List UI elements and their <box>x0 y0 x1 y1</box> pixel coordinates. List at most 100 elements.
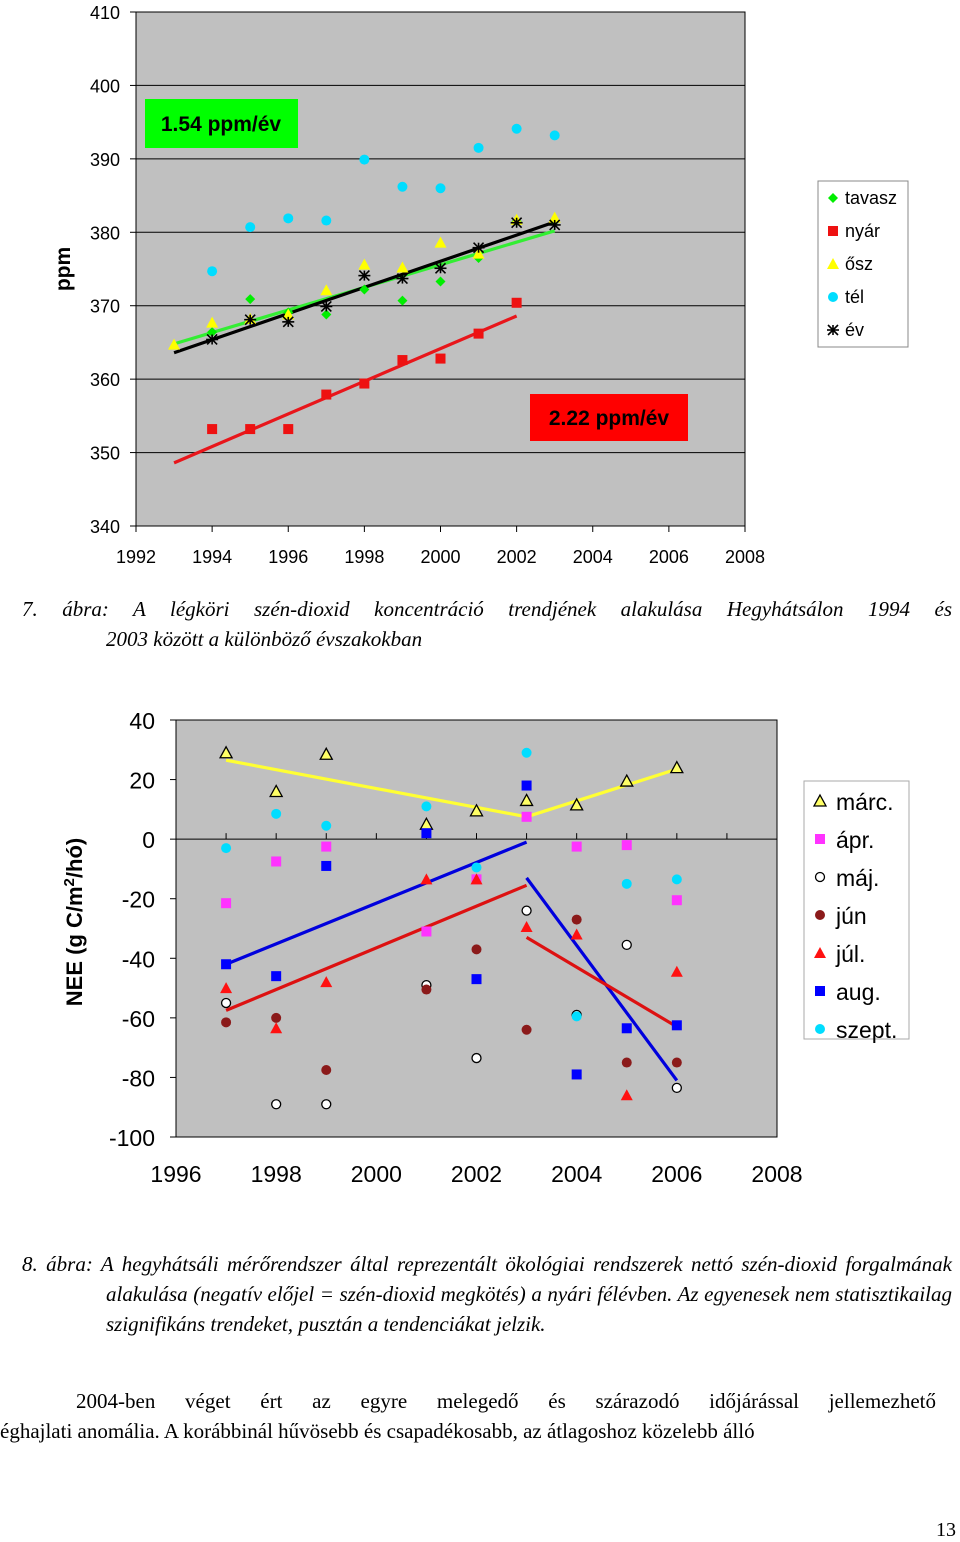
data-point <box>671 1057 682 1068</box>
legend-label: jún <box>835 903 867 929</box>
legend-label: máj. <box>836 865 879 891</box>
x-tick-label: 2004 <box>573 547 613 567</box>
data-point <box>521 905 532 916</box>
data-point <box>473 328 484 339</box>
x-tick-label: 1998 <box>344 547 384 567</box>
data-point <box>245 222 256 233</box>
data-point <box>469 803 484 817</box>
data-point <box>619 773 634 787</box>
data-point <box>571 841 582 852</box>
data-point <box>569 797 584 811</box>
legend-label: márc. <box>836 789 894 815</box>
data-point <box>571 1069 582 1080</box>
data-point <box>321 309 332 320</box>
data-point <box>397 355 408 366</box>
y-tick-label: -40 <box>122 946 155 972</box>
legend-marker <box>814 871 826 883</box>
x-tick-label: 2008 <box>751 1161 802 1187</box>
data-point <box>548 219 561 231</box>
data-point <box>320 284 333 296</box>
data-point <box>168 338 181 350</box>
data-point <box>359 154 370 165</box>
data-point <box>283 213 294 224</box>
data-point <box>220 982 233 994</box>
data-point <box>421 984 432 995</box>
annotation-label: 1.54 ppm/év <box>161 113 282 136</box>
y-tick-label: 40 <box>129 708 155 734</box>
x-tick-label: 2002 <box>451 1161 502 1187</box>
x-tick-label: 2006 <box>649 547 689 567</box>
data-point <box>621 939 632 951</box>
data-point <box>397 295 408 306</box>
data-point <box>471 862 482 873</box>
annotation-box <box>530 394 688 441</box>
data-point <box>434 262 447 274</box>
legend-label: tél <box>845 287 864 307</box>
data-point <box>521 780 532 791</box>
data-point <box>671 1020 682 1031</box>
body-line-1: 2004-ben véget ért az egyre melegedő és … <box>76 1389 936 1413</box>
data-point <box>548 211 561 223</box>
x-tick-label: 1996 <box>268 547 308 567</box>
x-tick-label: 2006 <box>651 1161 702 1187</box>
data-point <box>470 873 483 885</box>
trendline <box>225 883 528 1012</box>
figure-7-caption-line2: 2003 között a különböző évszakokban <box>106 627 423 651</box>
legend-marker <box>828 193 838 203</box>
data-point <box>221 843 232 854</box>
y-tick-label: 400 <box>90 76 120 96</box>
legend-marker <box>815 910 825 920</box>
data-point <box>571 914 582 925</box>
y-tick-label: 360 <box>90 370 120 390</box>
data-point <box>521 811 532 822</box>
data-point <box>396 272 409 285</box>
data-point <box>207 424 218 435</box>
data-point <box>670 965 683 977</box>
data-point <box>206 333 219 346</box>
x-tick-label: 2002 <box>497 547 537 567</box>
y-tick-label: -80 <box>122 1065 155 1091</box>
y-axis-title: ppm <box>52 247 75 291</box>
data-point <box>206 316 219 328</box>
legend-label: aug. <box>836 979 881 1005</box>
legend-label: nyár <box>845 221 880 241</box>
x-tick-label: 2000 <box>420 547 460 567</box>
legend-marker <box>827 324 839 336</box>
data-point <box>471 974 482 985</box>
data-point <box>621 840 632 851</box>
x-tick-label: 1998 <box>251 1161 302 1187</box>
data-point <box>321 215 332 226</box>
trendline <box>526 767 678 819</box>
y-tick-label: 380 <box>90 223 120 243</box>
data-point <box>282 316 295 328</box>
data-point <box>221 1017 232 1028</box>
data-point <box>396 261 409 273</box>
data-point <box>271 808 282 819</box>
data-point <box>620 1089 633 1101</box>
legend-marker <box>815 1024 825 1034</box>
data-point <box>269 784 284 798</box>
legend-marker <box>815 834 825 844</box>
data-point <box>471 1052 482 1064</box>
data-point <box>320 976 333 988</box>
x-tick-label: 1996 <box>150 1161 201 1187</box>
data-point <box>321 1099 332 1110</box>
data-point <box>321 841 332 852</box>
annotation-label: 2.22 ppm/év <box>549 407 670 430</box>
data-point <box>218 745 234 759</box>
data-point <box>271 1099 282 1110</box>
data-point <box>320 300 333 313</box>
data-point <box>270 1022 283 1034</box>
data-point <box>421 828 432 839</box>
data-point <box>321 1064 332 1075</box>
y-tick-label: 340 <box>90 517 120 537</box>
y-tick-label: 20 <box>129 768 155 794</box>
legend-marker <box>828 226 838 236</box>
body-line-2: éghajlati anomália. A korábbinál hűvöseb… <box>0 1419 755 1443</box>
figure-7-caption: 7. ábra: A légköri szén-dioxid koncentrá… <box>22 594 952 654</box>
data-point <box>420 873 433 885</box>
data-point <box>245 294 256 305</box>
legend-marker <box>812 793 828 807</box>
nee-chart: -100 -80 -60 -40 -20 0 20 40 1996 1998 2000 2002 200… <box>61 708 910 1187</box>
data-point <box>358 270 371 282</box>
